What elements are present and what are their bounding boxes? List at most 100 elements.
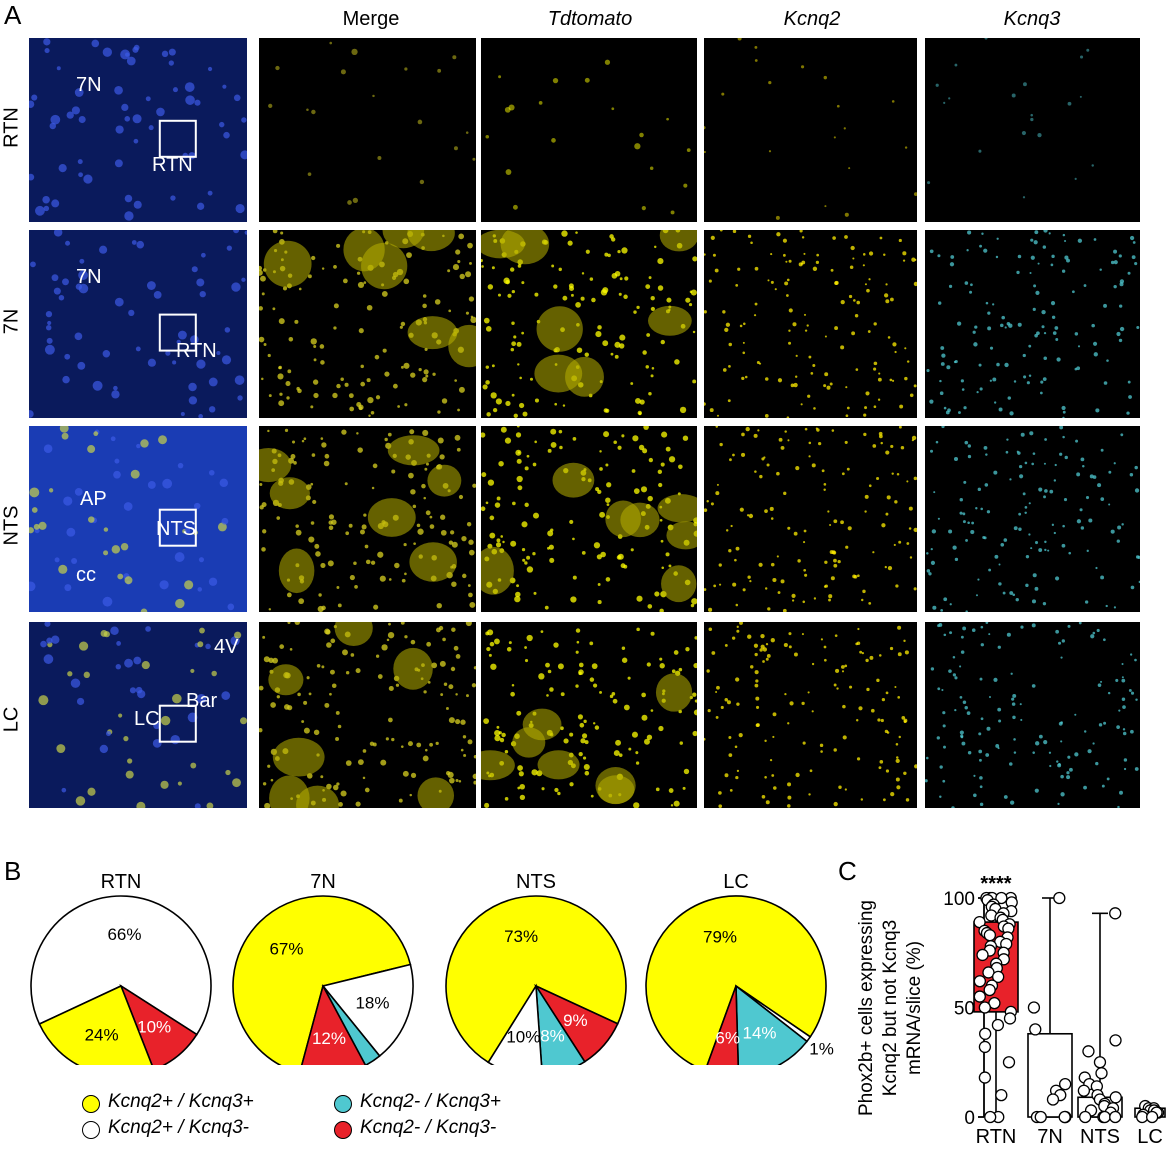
micrograph-kcnq3: [925, 426, 1140, 612]
micrograph-tdtomato: [481, 426, 697, 612]
micrograph-merge: [259, 230, 476, 418]
pie-label: 66%: [107, 925, 141, 944]
data-point: [973, 975, 986, 988]
data-point: [976, 948, 989, 962]
region-label-rtn: RTN: [152, 154, 193, 176]
region-label-lc: LC: [134, 708, 160, 730]
y-axis-label: Phox2b+ cells expressing: [856, 900, 877, 1116]
data-point: [984, 1110, 997, 1124]
micrograph-overview: [29, 38, 247, 222]
pie-label: 67%: [269, 940, 303, 959]
pie-label: 12%: [312, 1029, 346, 1048]
panel-letter-c: C: [838, 856, 857, 886]
y-tick-label: 50: [954, 999, 975, 1020]
pie-slice: [301, 983, 367, 1065]
x-category-label: RTN: [976, 1126, 1017, 1148]
data-point: [983, 929, 997, 942]
legend-swatch-white: [82, 1121, 100, 1139]
region-label-rtn: RTN: [176, 340, 217, 362]
data-point: [1145, 1110, 1159, 1124]
legend-swatch-red: [334, 1121, 352, 1139]
pie-slice: [119, 983, 198, 1065]
data-point: [992, 970, 1005, 983]
pie-slice: [706, 985, 740, 1065]
pie-title: LC: [723, 871, 749, 893]
pie-slice: [30, 895, 212, 1036]
data-point: [1003, 1012, 1017, 1025]
region-label-7n: 7N: [76, 74, 102, 96]
micrograph-overview: [29, 426, 247, 612]
x-category-label: NTS: [1080, 1126, 1120, 1148]
pie-slice: [535, 985, 586, 1065]
data-point: [1109, 1034, 1122, 1047]
legend-label: Kcnq2+ / Kcnq3-: [108, 1117, 250, 1138]
pie-label: 10%: [137, 1017, 171, 1036]
data-point: [978, 1001, 991, 1014]
data-point: [1079, 1110, 1092, 1124]
micrograph-kcnq2: [704, 426, 917, 612]
y-tick-label: 100: [943, 889, 975, 910]
legend-label: Kcnq2- / Kcnq3-: [360, 1117, 497, 1138]
pie-slice: [38, 984, 153, 1065]
row-label-rtn: RTN: [0, 107, 23, 148]
data-point: [995, 1088, 1008, 1102]
data-point: [1098, 1110, 1111, 1124]
data-point: [1029, 1023, 1042, 1036]
micrograph-tdtomato: [481, 622, 697, 808]
data-point: [1058, 1110, 1071, 1124]
data-point: [983, 983, 996, 997]
data-point: [1027, 1001, 1041, 1014]
column-header-kcnq3: Kcnq3: [1003, 8, 1061, 30]
data-point: [1093, 1056, 1107, 1069]
region-label-cc: cc: [76, 564, 96, 586]
data-point: [1095, 1067, 1108, 1080]
pie-title: RTN: [101, 871, 142, 893]
data-point: [995, 891, 1008, 905]
column-header-kcnq2: Kcnq2: [783, 8, 841, 30]
pie-slice: [645, 895, 827, 1065]
legend-label: Kcnq2- / Kcnq3+: [360, 1091, 502, 1112]
micrograph-merge: [259, 38, 476, 222]
x-category-label: LC: [1137, 1126, 1163, 1148]
region-label-7n: 7N: [76, 266, 102, 288]
x-category-label: 7N: [1037, 1126, 1063, 1148]
micrograph-kcnq2: [704, 38, 917, 222]
pie-label: 79%: [703, 927, 737, 946]
box-plot: 0 50 100 Phox2b+ cells expressing Kcnq2 but …: [856, 873, 1166, 1148]
data-point: [1109, 1110, 1122, 1124]
micrograph-tdtomato: [481, 230, 697, 418]
data-point: [978, 1071, 992, 1084]
row-label-nts: NTS: [0, 505, 23, 546]
micrograph-overview: [29, 230, 247, 418]
pie-charts: RTN66%10%24%7N67%18%3%12%NTS73%9%8%10%LC…: [30, 871, 834, 1065]
panel-letter-a: A: [4, 0, 22, 30]
pie-label: 6%: [715, 1029, 740, 1048]
panel-letter-b: B: [4, 856, 22, 886]
data-point: [979, 1027, 992, 1040]
column-header-merge: Merge: [342, 8, 400, 30]
data-point: [1109, 1091, 1122, 1104]
pie-label: 14%: [743, 1024, 777, 1043]
data-point: [973, 990, 986, 1003]
region-label-4v: 4V: [214, 636, 239, 658]
data-point: [991, 1018, 1005, 1032]
micrograph-kcnq3: [925, 38, 1140, 222]
data-point: [1077, 1084, 1091, 1097]
micrograph-merge: [259, 426, 476, 612]
pie-slice: [487, 983, 543, 1065]
region-label-ap: AP: [80, 488, 107, 510]
y-axis-label: Kcnq2 but not Kcnq3: [880, 920, 901, 1096]
column-header-tdtomato: Tdtomato: [547, 8, 633, 30]
data-point: [1046, 1093, 1060, 1106]
data-point: [1082, 1045, 1095, 1058]
micrograph-kcnq3: [925, 622, 1140, 808]
pie-label: 10%: [506, 1028, 540, 1047]
pie-slice: [322, 985, 381, 1065]
data-point: [1053, 891, 1066, 905]
micrograph-kcnq2: [704, 622, 917, 808]
pie-label: 18%: [355, 994, 389, 1013]
pie-label: 24%: [85, 1025, 119, 1044]
region-label-bar: Bar: [186, 690, 218, 712]
pie-slice: [321, 963, 414, 1058]
pie-label: 9%: [563, 1011, 588, 1030]
